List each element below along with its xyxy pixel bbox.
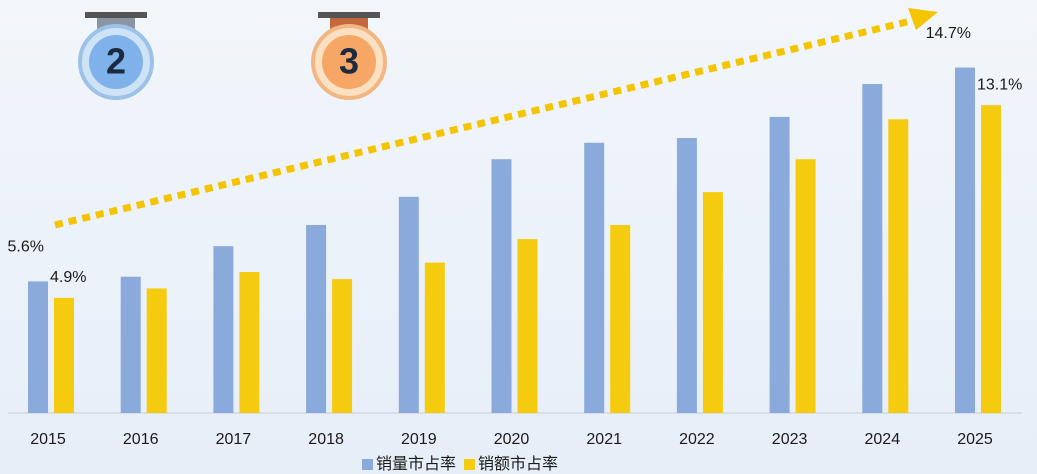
bar — [981, 105, 1001, 414]
bar — [769, 116, 790, 414]
bar — [120, 276, 141, 413]
bar — [54, 297, 74, 413]
value-label: 13.1% — [977, 76, 1022, 93]
bar — [239, 272, 260, 413]
x-tick-label: 2025 — [957, 431, 993, 448]
legend-label: 销额市占率 — [478, 455, 558, 473]
bar — [955, 67, 975, 414]
bar — [398, 196, 419, 413]
x-tick-label: 2019 — [401, 431, 437, 448]
svg-text:2: 2 — [106, 41, 126, 82]
bar — [584, 142, 605, 413]
bar — [702, 192, 723, 413]
bar — [795, 159, 816, 413]
bar — [888, 119, 909, 413]
trend-arrow — [54, 8, 938, 229]
bar — [517, 239, 538, 413]
value-label: 14.7% — [926, 25, 971, 42]
bar — [332, 279, 353, 413]
x-tick-label: 2024 — [865, 431, 901, 448]
bar — [424, 262, 445, 413]
x-tick-label: 2021 — [586, 431, 622, 448]
medal-silver: 2 — [78, 12, 154, 100]
x-tick-label: 2017 — [216, 431, 252, 448]
x-tick-label: 2023 — [772, 431, 808, 448]
x-tick-label: 2016 — [123, 431, 159, 448]
legend-swatch — [464, 459, 476, 470]
svg-text:3: 3 — [339, 41, 359, 82]
value-label: 4.9% — [50, 269, 86, 286]
x-tick-label: 2015 — [30, 431, 66, 448]
bar — [146, 288, 167, 413]
legend-label: 销量市占率 — [376, 455, 456, 473]
bar — [213, 246, 234, 413]
bar — [676, 138, 697, 414]
bar — [306, 225, 327, 413]
bar — [491, 159, 512, 413]
bar — [28, 281, 48, 413]
x-tick-label: 2018 — [308, 431, 344, 448]
x-tick-label: 2020 — [494, 431, 530, 448]
bar — [862, 84, 883, 413]
x-tick-label: 2022 — [679, 431, 715, 448]
bar — [610, 225, 631, 413]
medal-bronze: 3 — [311, 12, 387, 100]
legend-swatch — [362, 459, 373, 470]
value-label: 5.6% — [8, 239, 44, 256]
